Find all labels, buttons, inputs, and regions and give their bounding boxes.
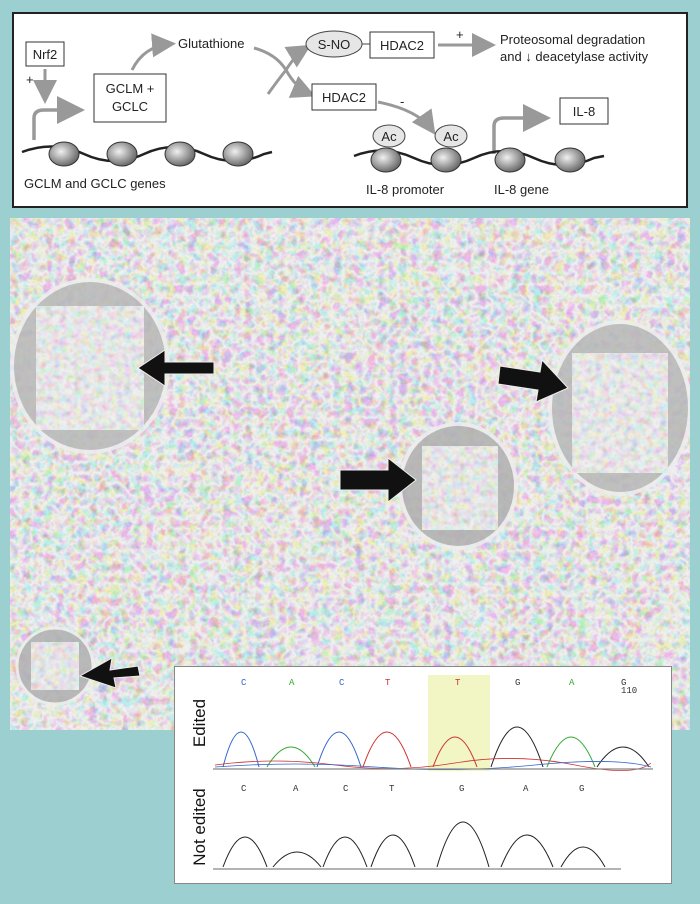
cross-arrow-up: [266, 44, 312, 95]
edited-base-8: G: [621, 678, 626, 688]
arrow-center-colony: [339, 456, 417, 504]
not-edited-trace: [213, 821, 621, 870]
gclm-genes-label: GCLM and GCLC genes: [24, 176, 166, 191]
arrow-right-colony: [497, 358, 569, 403]
minus-sign-hdac2: -: [400, 94, 404, 109]
not-edited-base-4: T: [389, 784, 395, 794]
not-edited-base-6: A: [523, 784, 529, 794]
edited-base-1: C: [241, 678, 247, 688]
gclm-gclc-label-2: GCLC: [112, 99, 148, 114]
gclm-gclc-box: [93, 73, 167, 123]
nucleosomes-left: [48, 141, 254, 167]
not-edited-base-5: G: [459, 784, 464, 794]
glutathione-label: Glutathione: [178, 36, 245, 51]
hdac2-inhibit-arrow: [377, 100, 436, 135]
hdac2-mid-label: HDAC2: [322, 90, 366, 105]
not-edited-base-1: C: [241, 784, 247, 794]
il8-box: [559, 97, 609, 125]
colony-center: [398, 422, 518, 550]
arrow-left-colony: [137, 349, 215, 387]
edited-trace: [213, 726, 653, 771]
gclm-gclc-label-1: GCLM +: [106, 81, 155, 96]
il8-box-label: IL-8: [573, 104, 595, 119]
colony-left: [10, 278, 170, 454]
phase-contrast-micrograph: [10, 218, 690, 730]
not-edited-base-2: A: [293, 784, 299, 794]
hdac2-mid-box: [311, 83, 377, 111]
edited-base-7: A: [569, 678, 575, 688]
nucleosomes-right: [370, 147, 586, 173]
proteosomal-label-2: and ↓ deacetylase activity: [500, 49, 649, 64]
acetyl-ellipse-1: [372, 124, 406, 148]
il8-transcription-arrow: [492, 104, 551, 154]
proteosomal-label-1: Proteosomal degradation: [500, 32, 645, 47]
edited-base-5: T: [455, 678, 461, 688]
edited-base-2: A: [289, 678, 295, 688]
nrf2-label: Nrf2: [33, 47, 58, 62]
arrow-bottom-colony: [78, 657, 141, 689]
glutathione-arrow: [130, 33, 176, 71]
edited-base-4: T: [385, 678, 391, 688]
plus-sign-nrf2: +: [26, 72, 34, 87]
not-edited-base-calls: C A C T G A G: [241, 784, 584, 794]
colony-right: [548, 320, 690, 496]
ac-label-2: Ac: [443, 129, 459, 144]
il8-gene-label: IL-8 gene: [494, 182, 549, 197]
edited-base-3: C: [339, 678, 345, 688]
cross-arrow-down: [253, 46, 316, 98]
position-number: 110: [621, 686, 637, 696]
not-edited-base-3: C: [343, 784, 349, 794]
hdac2-top-box: [369, 31, 435, 59]
sno-label: S-NO: [318, 37, 351, 52]
pathway-diagram: Nrf2 + GCLM + GCLC Glutathione S-NO HDAC…: [12, 12, 688, 208]
nrf2-box: [25, 41, 65, 67]
gclm-transcription-arrow: [32, 96, 85, 140]
edited-base-6: G: [515, 678, 520, 688]
ac-label-1: Ac: [381, 129, 397, 144]
edited-base-calls: C A C T T G A G 110: [241, 678, 637, 696]
sequencing-chromatogram: Edited Not edited C A C T T G A G 110: [174, 666, 672, 884]
il8-promoter-label: IL-8 promoter: [366, 182, 445, 197]
acetyl-ellipse-2: [434, 124, 468, 148]
plus-sign-hdac2: +: [456, 27, 464, 42]
hdac2-top-label: HDAC2: [380, 38, 424, 53]
not-edited-label: Not edited: [190, 788, 209, 866]
edited-label: Edited: [190, 699, 209, 747]
not-edited-base-7: G: [579, 784, 584, 794]
colony-bottom-left: [15, 626, 95, 706]
